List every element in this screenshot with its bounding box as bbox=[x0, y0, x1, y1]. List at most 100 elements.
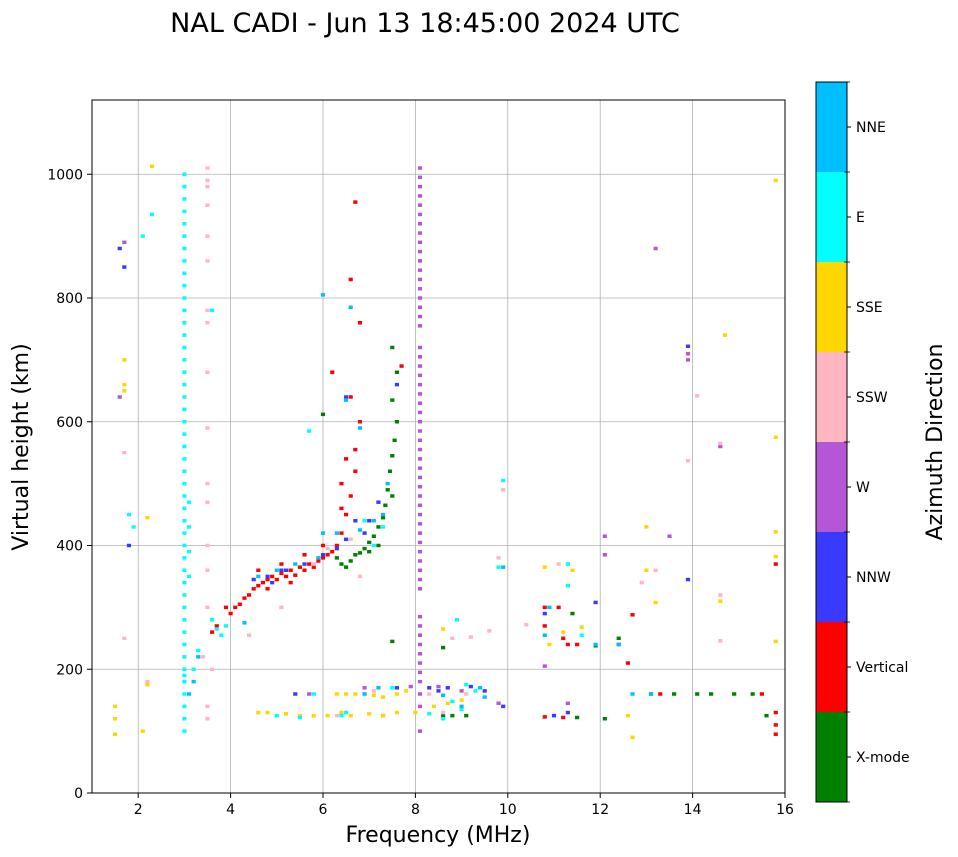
echo-point bbox=[431, 704, 436, 709]
echo-point bbox=[417, 729, 423, 733]
echo-point bbox=[122, 450, 127, 455]
colorbar-segment bbox=[816, 442, 847, 532]
series-ssw bbox=[122, 166, 723, 721]
echo-point bbox=[750, 692, 755, 696]
echo-point bbox=[417, 475, 423, 480]
echo-point bbox=[362, 546, 367, 551]
echo-point bbox=[417, 175, 423, 180]
echo-point bbox=[274, 568, 279, 572]
echo-point bbox=[408, 684, 413, 689]
echo-point bbox=[182, 556, 187, 560]
echo-point bbox=[191, 667, 196, 671]
echo-point bbox=[344, 457, 349, 461]
echo-point bbox=[348, 713, 353, 718]
echo-point bbox=[344, 512, 349, 517]
echo-point bbox=[186, 549, 192, 554]
echo-point bbox=[445, 686, 450, 690]
echo-point bbox=[417, 166, 423, 170]
series-x-mode bbox=[320, 345, 769, 721]
echo-point bbox=[417, 577, 423, 582]
echo-point bbox=[718, 444, 723, 449]
plot-area-frame bbox=[91, 99, 786, 794]
echo-point bbox=[223, 624, 229, 628]
echo-point bbox=[182, 457, 187, 461]
echo-point bbox=[182, 667, 187, 671]
echo-point bbox=[394, 686, 399, 690]
echo-point bbox=[383, 503, 388, 508]
echo-point bbox=[644, 525, 649, 529]
echo-point bbox=[764, 713, 769, 718]
echo-point bbox=[223, 605, 229, 610]
echo-point bbox=[205, 184, 210, 189]
echo-point bbox=[390, 686, 395, 690]
echo-point bbox=[260, 580, 266, 585]
echo-point bbox=[126, 512, 132, 517]
echo-point bbox=[205, 203, 210, 207]
echo-point bbox=[182, 642, 187, 647]
echo-point bbox=[182, 407, 187, 412]
echo-point bbox=[186, 574, 192, 579]
echo-point bbox=[117, 246, 122, 251]
colorbar-tick-label: W bbox=[856, 480, 870, 496]
echo-point bbox=[353, 553, 358, 557]
echo-point bbox=[288, 568, 293, 572]
echo-point bbox=[658, 692, 663, 696]
echo-point bbox=[417, 540, 423, 545]
echo-point bbox=[417, 522, 423, 526]
echo-point bbox=[293, 562, 298, 566]
echo-point bbox=[501, 478, 506, 483]
echo-point bbox=[565, 701, 570, 706]
echo-point bbox=[427, 712, 432, 716]
echo-point bbox=[140, 729, 145, 733]
echo-point bbox=[182, 673, 187, 678]
echo-point bbox=[182, 543, 187, 548]
series-e bbox=[126, 172, 584, 733]
echo-point bbox=[283, 568, 289, 572]
echo-point bbox=[279, 571, 284, 576]
echo-point bbox=[214, 627, 219, 631]
colorbar-segment bbox=[816, 352, 847, 442]
x-tick-label: 4 bbox=[226, 802, 235, 818]
colorbar-segment bbox=[816, 622, 847, 712]
echo-point bbox=[348, 305, 353, 310]
echo-point bbox=[648, 692, 654, 696]
echo-point bbox=[417, 277, 423, 282]
echo-point bbox=[270, 574, 275, 579]
echo-point bbox=[334, 546, 339, 551]
colorbar-tick-label: SSW bbox=[856, 390, 888, 406]
echo-point bbox=[468, 684, 473, 689]
echo-point bbox=[427, 686, 432, 690]
echo-point bbox=[302, 553, 307, 557]
echo-point bbox=[417, 692, 423, 696]
echo-point bbox=[344, 398, 349, 402]
echo-point bbox=[367, 540, 372, 545]
echo-point bbox=[653, 246, 658, 251]
echo-point bbox=[459, 704, 464, 709]
echo-point bbox=[417, 410, 423, 415]
y-tick-label: 1000 bbox=[47, 167, 83, 183]
echo-point bbox=[367, 519, 372, 523]
echo-point bbox=[362, 692, 367, 696]
echo-point bbox=[214, 624, 219, 628]
echo-point bbox=[145, 679, 150, 684]
y-tick-label: 600 bbox=[56, 415, 83, 431]
series-vertical bbox=[210, 200, 778, 736]
echo-point bbox=[182, 729, 187, 733]
x-tick-label: 6 bbox=[319, 802, 328, 818]
echo-point bbox=[441, 717, 446, 721]
colorbar-tick-label: Vertical bbox=[856, 660, 908, 676]
echo-point bbox=[482, 689, 487, 693]
echo-point bbox=[131, 525, 136, 529]
echo-point bbox=[417, 296, 423, 300]
colorbar-segment bbox=[816, 82, 847, 172]
echo-point bbox=[547, 605, 552, 610]
echo-point bbox=[417, 268, 423, 272]
echo-point bbox=[695, 692, 700, 696]
echo-point bbox=[205, 370, 210, 374]
echo-point bbox=[233, 605, 238, 610]
echo-point bbox=[441, 713, 446, 718]
echo-point bbox=[417, 212, 423, 217]
echo-point bbox=[385, 488, 390, 492]
echo-point bbox=[501, 565, 506, 569]
echo-point bbox=[297, 713, 302, 718]
